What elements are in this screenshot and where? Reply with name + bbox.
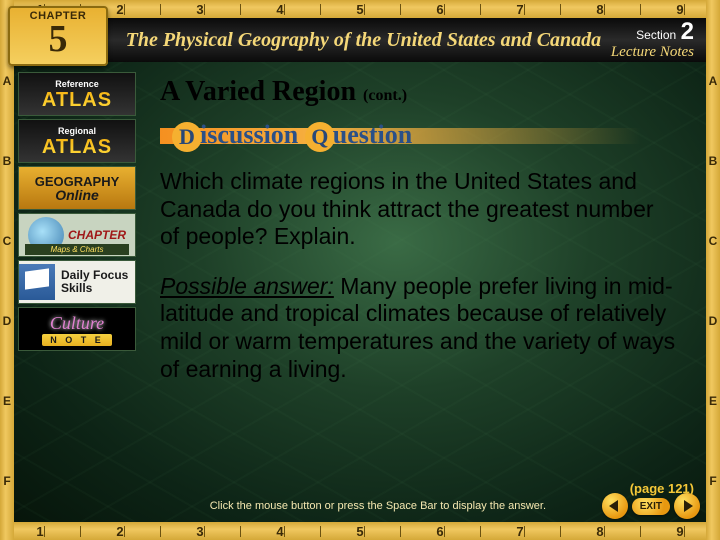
footer: Click the mouse button or press the Spac… — [14, 490, 706, 522]
ruler-number: 4 — [240, 2, 320, 17]
arrow-left-icon — [609, 500, 618, 512]
sidebar-item-label: Reference — [55, 79, 99, 89]
slide-heading: A Varied Region (cont.) — [160, 76, 694, 108]
banner-initial-q: Q — [305, 122, 335, 152]
chapter-number: 5 — [8, 22, 108, 56]
ruler-letter: D — [0, 314, 14, 328]
banner-text: Discussion Question — [160, 120, 412, 152]
section-box: Section 2 Lecture Notes — [611, 20, 694, 61]
ruler-number: 3 — [160, 524, 240, 539]
ruler-number: 3 — [160, 2, 240, 17]
ruler-letter: B — [706, 154, 720, 168]
sidebar-item-sublabel: N O T E — [42, 334, 112, 346]
hint-text: Click the mouse button or press the Spac… — [14, 500, 602, 513]
ruler-number: 5 — [320, 2, 400, 17]
sidebar-item-label: CHAPTER — [68, 228, 126, 242]
sidebar-item-daily-focus[interactable]: Daily Focus Skills — [18, 260, 136, 304]
answer-text: Possible answer: Many people prefer livi… — [160, 273, 680, 383]
banner-initial-d: D — [172, 122, 202, 152]
question-text: Which climate regions in the United Stat… — [160, 168, 670, 251]
ruler-letter: C — [706, 234, 720, 248]
sidebar-item-geography-online[interactable]: GEOGRAPHY Online — [18, 166, 136, 210]
sidebar-item-reference-atlas[interactable]: Reference ATLAS — [18, 72, 136, 116]
slide-heading-suffix: (cont.) — [363, 87, 407, 104]
atlas-wordmark: ATLAS — [42, 89, 112, 112]
nav-controls: EXIT — [602, 493, 706, 519]
ruler-letter: E — [0, 394, 14, 408]
arrow-right-icon — [684, 500, 693, 512]
ruler-number: 4 — [240, 524, 320, 539]
ruler-number: 6 — [400, 524, 480, 539]
sidebar-item-sublabel: Online — [55, 188, 99, 202]
sidebar-item-sublabel: Maps & Charts — [25, 244, 129, 255]
sidebar-item-label: Regional — [58, 126, 96, 136]
ruler-letter: B — [0, 154, 14, 168]
banner-word1: iscussion — [200, 120, 298, 149]
page-title: The Physical Geography of the United Sta… — [116, 30, 611, 51]
ruler-letter: C — [0, 234, 14, 248]
sidebar: Reference ATLAS Regional ATLAS GEOGRAPHY… — [18, 72, 136, 351]
banner-word2: uestion — [333, 120, 412, 149]
ruler-number: 7 — [480, 524, 560, 539]
paper-icon — [19, 264, 55, 300]
chapter-badge[interactable]: CHAPTER 5 — [8, 6, 108, 66]
sidebar-item-label: GEOGRAPHY — [35, 175, 120, 188]
lecture-notes-label: Lecture Notes — [611, 44, 694, 61]
ruler-number: 2 — [80, 524, 160, 539]
ruler-number: 8 — [560, 2, 640, 17]
ruler-top: 123456789 — [0, 0, 720, 18]
atlas-wordmark: ATLAS — [42, 136, 112, 159]
slide-heading-text: A Varied Region — [160, 76, 356, 107]
next-button[interactable] — [674, 493, 700, 519]
ruler-number: 8 — [560, 524, 640, 539]
sidebar-item-regional-atlas[interactable]: Regional ATLAS — [18, 119, 136, 163]
slide-page: 123456789 123456789 CHAPTER 5 The Physic… — [0, 0, 720, 540]
exit-button[interactable]: EXIT — [632, 498, 670, 515]
answer-lead: Possible answer: — [160, 273, 334, 299]
ruler-number: 7 — [480, 2, 560, 17]
sidebar-item-culture-note[interactable]: Culture N O T E — [18, 307, 136, 351]
sidebar-item-label: Culture — [50, 313, 104, 334]
ruler-letter: A — [706, 74, 720, 88]
sidebar-item-chapter-maps[interactable]: CHAPTER Maps & Charts — [18, 213, 136, 257]
ruler-number: 5 — [320, 524, 400, 539]
ruler-letter: F — [706, 474, 720, 488]
prev-button[interactable] — [602, 493, 628, 519]
section-label: Section — [636, 28, 676, 42]
ruler-letter: E — [706, 394, 720, 408]
ruler-number: 6 — [400, 2, 480, 17]
discussion-question-banner: Discussion Question — [160, 116, 694, 156]
content-area: A Varied Region (cont.) Discussion Quest… — [160, 76, 694, 490]
section-number: 2 — [681, 18, 694, 45]
header-bar: CHAPTER 5 The Physical Geography of the … — [14, 18, 706, 62]
ruler-bottom: 123456789 — [0, 522, 720, 540]
ruler-letter: D — [706, 314, 720, 328]
sidebar-item-label: Daily Focus Skills — [61, 269, 135, 295]
ruler-letter: F — [0, 474, 14, 488]
ruler-letter: A — [0, 74, 14, 88]
